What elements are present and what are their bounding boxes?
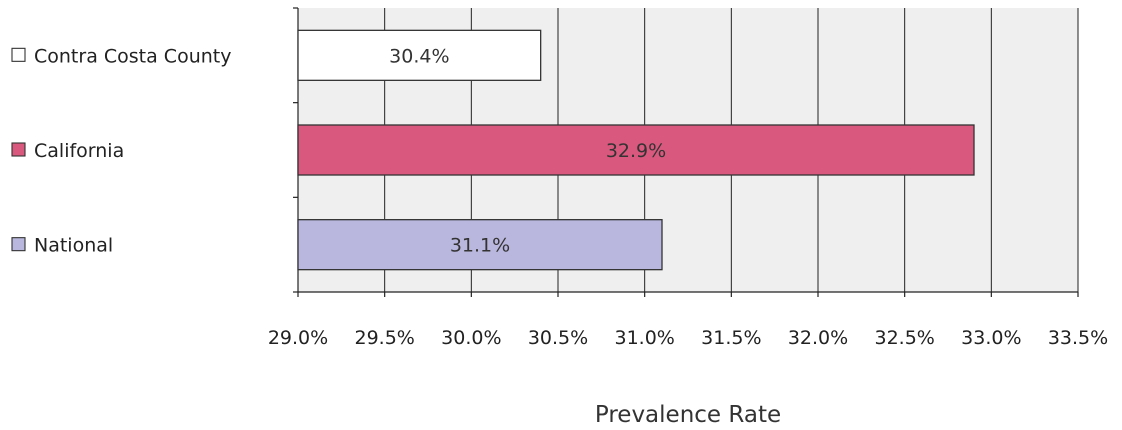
legend: Contra Costa County California National (11, 45, 231, 257)
legend-swatch (11, 237, 26, 252)
x-tick-label: 30.0% (441, 327, 501, 349)
data-label: 32.9% (606, 140, 666, 162)
x-tick-label: 32.5% (874, 327, 934, 349)
x-tick-label: 33.5% (1048, 327, 1108, 349)
legend-label: California (34, 140, 124, 162)
x-tick-label: 31.0% (614, 327, 674, 349)
bars: 30.4% 32.9% 31.1% (297, 29, 975, 271)
x-tick-labels: 29.0% 29.5% 30.0% 30.5% 31.0% 31.5% 32.0% 32.5%… (268, 327, 1108, 349)
x-tick-label: 33.0% (961, 327, 1021, 349)
legend-swatch (11, 47, 26, 62)
legend-swatch (11, 142, 26, 157)
x-tick-label: 29.0% (268, 327, 328, 349)
data-label: 31.1% (450, 235, 510, 257)
legend-label: National (34, 235, 113, 257)
bar (297, 219, 663, 271)
x-tick-label: 31.5% (701, 327, 761, 349)
legend-label: Contra Costa County (34, 45, 231, 67)
bar (297, 124, 975, 176)
data-label: 30.4% (389, 45, 449, 67)
bar (297, 29, 542, 81)
x-axis-title: Prevalence Rate (595, 402, 781, 428)
x-tick-label: 29.5% (354, 327, 414, 349)
x-tick-label: 30.5% (528, 327, 588, 349)
x-tick-label: 32.0% (788, 327, 848, 349)
